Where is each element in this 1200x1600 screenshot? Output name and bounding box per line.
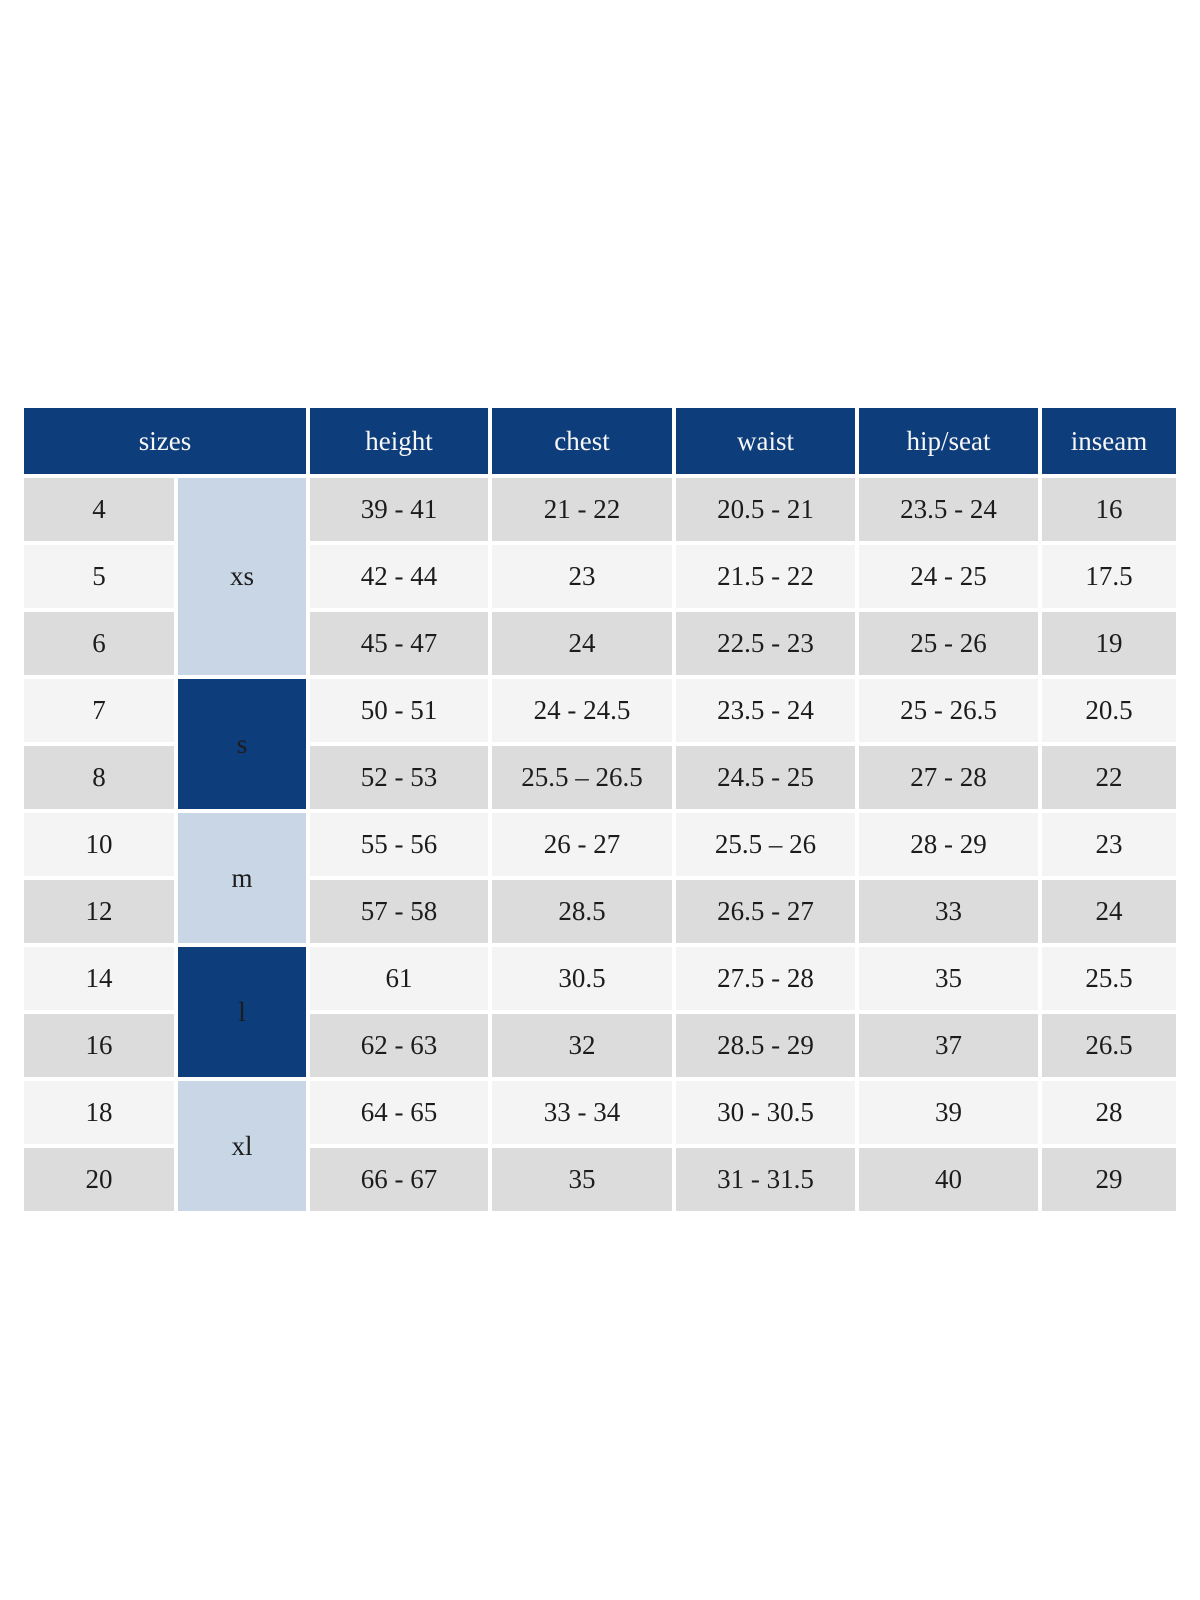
chest-cell: 24 — [492, 612, 673, 675]
size-cell: 20 — [24, 1148, 174, 1211]
chest-cell: 30.5 — [492, 947, 673, 1010]
header-cell-chest: chest — [492, 408, 673, 474]
height-cell: 61 — [310, 947, 489, 1010]
chest-cell: 33 - 34 — [492, 1081, 673, 1144]
header-cell-height: height — [310, 408, 489, 474]
waist-cell: 26.5 - 27 — [676, 880, 856, 943]
table-header-row: sizes height chest waist hip/seat inseam — [24, 408, 1177, 474]
height-cell: 39 - 41 — [310, 478, 489, 541]
inseam-cell: 25.5 — [1042, 947, 1177, 1010]
chest-cell: 28.5 — [492, 880, 673, 943]
size-cell: 6 — [24, 612, 174, 675]
table-row: 12 57 - 58 28.5 26.5 - 27 33 24 — [24, 880, 1177, 943]
header-cell-sizes: sizes — [24, 408, 307, 474]
hip-cell: 28 - 29 — [859, 813, 1039, 876]
height-cell: 57 - 58 — [310, 880, 489, 943]
waist-cell: 31 - 31.5 — [676, 1148, 856, 1211]
size-cell: 5 — [24, 545, 174, 608]
height-cell: 50 - 51 — [310, 679, 489, 742]
size-chart: sizes height chest waist hip/seat inseam… — [20, 404, 1180, 1215]
inseam-cell: 22 — [1042, 746, 1177, 809]
size-cell: 8 — [24, 746, 174, 809]
waist-cell: 23.5 - 24 — [676, 679, 856, 742]
table-row: 6 45 - 47 24 22.5 - 23 25 - 26 19 — [24, 612, 1177, 675]
header-cell-inseam: inseam — [1042, 408, 1177, 474]
hip-cell: 24 - 25 — [859, 545, 1039, 608]
size-cell: 12 — [24, 880, 174, 943]
inseam-cell: 16 — [1042, 478, 1177, 541]
hip-cell: 33 — [859, 880, 1039, 943]
height-cell: 42 - 44 — [310, 545, 489, 608]
waist-cell: 20.5 - 21 — [676, 478, 856, 541]
header-cell-hip-seat: hip/seat — [859, 408, 1039, 474]
height-cell: 45 - 47 — [310, 612, 489, 675]
group-cell-m: m — [178, 813, 307, 943]
hip-cell: 40 — [859, 1148, 1039, 1211]
group-cell-s: s — [178, 679, 307, 809]
waist-cell: 22.5 - 23 — [676, 612, 856, 675]
hip-cell: 39 — [859, 1081, 1039, 1144]
table-row: 5 42 - 44 23 21.5 - 22 24 - 25 17.5 — [24, 545, 1177, 608]
hip-cell: 25 - 26 — [859, 612, 1039, 675]
waist-cell: 27.5 - 28 — [676, 947, 856, 1010]
hip-cell: 35 — [859, 947, 1039, 1010]
inseam-cell: 20.5 — [1042, 679, 1177, 742]
group-cell-xs: xs — [178, 478, 307, 675]
hip-cell: 23.5 - 24 — [859, 478, 1039, 541]
height-cell: 55 - 56 — [310, 813, 489, 876]
group-cell-l: l — [178, 947, 307, 1077]
chest-cell: 32 — [492, 1014, 673, 1077]
size-cell: 10 — [24, 813, 174, 876]
size-cell: 7 — [24, 679, 174, 742]
table-row: 20 66 - 67 35 31 - 31.5 40 29 — [24, 1148, 1177, 1211]
table-row: 4 xs 39 - 41 21 - 22 20.5 - 21 23.5 - 24 16 — [24, 478, 1177, 675]
size-cell: 18 — [24, 1081, 174, 1144]
inseam-cell: 26.5 — [1042, 1014, 1177, 1077]
table-row: 14 l 61 30.5 27.5 - 28 35 25.5 — [24, 947, 1177, 1077]
table-row: 8 52 - 53 25.5 – 26.5 24.5 - 25 27 - 28 22 — [24, 746, 1177, 809]
group-cell-xl: xl — [178, 1081, 307, 1211]
size-chart-body: 4 xs 39 - 41 21 - 22 20.5 - 21 23.5 - 24 16 5 42… — [24, 478, 1177, 1211]
chest-cell: 23 — [492, 545, 673, 608]
hip-cell: 27 - 28 — [859, 746, 1039, 809]
table-row: 16 62 - 63 32 28.5 - 29 37 26.5 — [24, 1014, 1177, 1077]
inseam-cell: 23 — [1042, 813, 1177, 876]
header-cell-waist: waist — [676, 408, 856, 474]
height-cell: 64 - 65 — [310, 1081, 489, 1144]
waist-cell: 28.5 - 29 — [676, 1014, 856, 1077]
size-cell: 4 — [24, 478, 174, 541]
chest-cell: 24 - 24.5 — [492, 679, 673, 742]
table-row: 7 s 50 - 51 24 - 24.5 23.5 - 24 25 - 26.5 20.5 — [24, 679, 1177, 809]
waist-cell: 21.5 - 22 — [676, 545, 856, 608]
waist-cell: 30 - 30.5 — [676, 1081, 856, 1144]
size-cell: 16 — [24, 1014, 174, 1077]
height-cell: 62 - 63 — [310, 1014, 489, 1077]
chest-cell: 21 - 22 — [492, 478, 673, 541]
table-row: 18 xl 64 - 65 33 - 34 30 - 30.5 39 28 — [24, 1081, 1177, 1211]
waist-cell: 25.5 – 26 — [676, 813, 856, 876]
height-cell: 52 - 53 — [310, 746, 489, 809]
inseam-cell: 24 — [1042, 880, 1177, 943]
size-chart-table: sizes height chest waist hip/seat inseam… — [20, 404, 1180, 1215]
table-row: 10 m 55 - 56 26 - 27 25.5 – 26 28 - 29 23 — [24, 813, 1177, 943]
height-cell: 66 - 67 — [310, 1148, 489, 1211]
hip-cell: 25 - 26.5 — [859, 679, 1039, 742]
inseam-cell: 19 — [1042, 612, 1177, 675]
waist-cell: 24.5 - 25 — [676, 746, 856, 809]
size-cell: 14 — [24, 947, 174, 1010]
inseam-cell: 29 — [1042, 1148, 1177, 1211]
hip-cell: 37 — [859, 1014, 1039, 1077]
chest-cell: 35 — [492, 1148, 673, 1211]
chest-cell: 25.5 – 26.5 — [492, 746, 673, 809]
inseam-cell: 28 — [1042, 1081, 1177, 1144]
inseam-cell: 17.5 — [1042, 545, 1177, 608]
chest-cell: 26 - 27 — [492, 813, 673, 876]
